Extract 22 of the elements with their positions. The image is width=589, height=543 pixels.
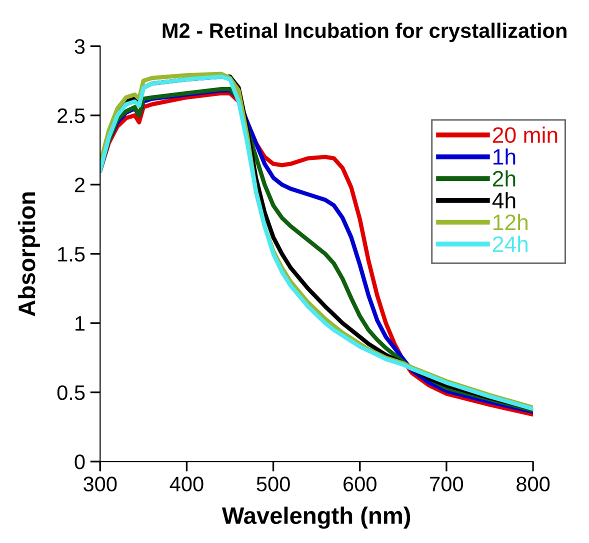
x-tick-label: 800 <box>516 476 550 492</box>
x-tick-label: 500 <box>256 476 290 492</box>
legend-label: 24h <box>492 236 528 252</box>
legend-label: 12h <box>494 214 528 230</box>
legend-label: 1h <box>494 148 516 165</box>
x-tick-label: 700 <box>430 476 464 492</box>
legend-label: 2h <box>492 170 516 186</box>
legend-label: 20 min <box>492 126 558 143</box>
y-tick-label: 2.5 <box>58 108 85 124</box>
y-tick-label: 3 <box>74 39 85 54</box>
y-axis-title: Absorption <box>18 192 40 316</box>
legend-label: 4h <box>492 192 516 208</box>
y-tick-label: 0.5 <box>57 385 85 400</box>
y-tick-label: 0 <box>74 454 85 470</box>
chart-title: M2 - Retinal Incubation for crystallization <box>162 22 566 42</box>
y-tick-label: 1.5 <box>58 247 85 262</box>
x-axis-title: Wavelength (nm) <box>222 506 410 529</box>
x-tick-label: 600 <box>344 476 376 492</box>
x-tick-label: 400 <box>170 476 204 492</box>
y-tick-label: 1 <box>76 316 85 331</box>
x-tick-label: 300 <box>84 476 117 492</box>
y-tick-label: 2 <box>75 178 84 192</box>
